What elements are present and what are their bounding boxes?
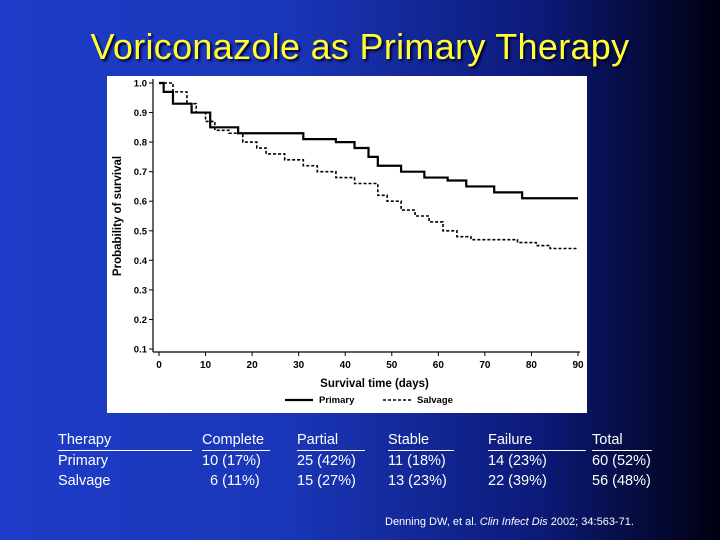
cell-complete-salvage: 6 (11%) <box>202 473 260 489</box>
survival-chart-svg: 1.0 0.9 0.8 0.7 0.6 0.5 0.4 0.3 0.2 0.1 0 10 20 30 40 5… <box>112 79 584 407</box>
x-tick-label: 0 <box>156 360 162 371</box>
y-tick-label: 0.5 <box>134 226 148 237</box>
col-stable: Stable 11 (18%) 13 (23%) <box>388 430 454 491</box>
y-tick-label: 0.6 <box>134 197 147 208</box>
x-tick-label: 50 <box>386 360 398 371</box>
col-partial: Partial 25 (42%) 15 (27%) <box>297 430 365 491</box>
cell-stable-salvage: 13 (23%) <box>388 473 447 489</box>
x-tick-label: 80 <box>526 360 538 371</box>
y-tick-label: 0.2 <box>134 315 147 326</box>
col-header-stable: Stable <box>388 430 454 451</box>
x-tick-label: 10 <box>200 360 212 371</box>
legend-label-primary: Primary <box>319 395 355 406</box>
row-label-primary: Primary <box>58 453 108 469</box>
y-tick-label: 0.3 <box>134 285 147 296</box>
col-complete: Complete 10 (17%) 6 (11%) <box>202 430 271 491</box>
cell-failure-salvage: 22 (39%) <box>488 473 547 489</box>
col-header-total: Total <box>592 430 652 451</box>
cell-stable-primary: 11 (18%) <box>388 453 446 469</box>
series-line-primary <box>159 81 578 200</box>
legend-label-salvage: Salvage <box>417 395 453 406</box>
cell-total-primary: 60 (52%) <box>592 453 651 469</box>
col-header-partial: Partial <box>297 430 365 451</box>
citation-journal: Clin Infect Dis <box>479 516 548 528</box>
y-tick-label: 0.4 <box>134 256 148 267</box>
y-tick-label: 0.7 <box>134 167 147 178</box>
x-tick-label: 60 <box>433 360 445 371</box>
y-tick-label: 0.1 <box>134 345 148 356</box>
cell-partial-primary: 25 (42%) <box>297 453 356 469</box>
x-tick-label: 20 <box>247 360 259 371</box>
y-tick-label: 1.0 <box>134 79 147 90</box>
col-header-failure: Failure <box>488 430 586 451</box>
row-label-salvage: Salvage <box>58 473 111 489</box>
cell-failure-primary: 14 (23%) <box>488 453 547 469</box>
citation: Denning DW, et al. Clin Infect Dis 2002;… <box>385 516 634 528</box>
x-tick-label: 70 <box>479 360 491 371</box>
cell-total-salvage: 56 (48%) <box>592 473 651 489</box>
col-therapy: Therapy Primary Salvage <box>58 430 192 491</box>
x-axis-label: Survival time (days) <box>320 378 429 390</box>
survival-chart: 1.0 0.9 0.8 0.7 0.6 0.5 0.4 0.3 0.2 0.1 0 10 20 30 40 5… <box>107 76 587 413</box>
x-tick-label: 90 <box>572 360 584 371</box>
citation-ref: 2002; 34:563-71. <box>550 516 634 528</box>
y-tick-label: 0.8 <box>134 138 147 149</box>
col-header-therapy: Therapy <box>58 430 192 451</box>
cell-partial-salvage: 15 (27%) <box>297 473 356 489</box>
col-total: Total 60 (52%) 56 (48%) <box>592 430 652 491</box>
col-header-complete: Complete <box>202 430 271 451</box>
outcome-table: Therapy Primary Salvage Complete 10 (17%… <box>0 430 720 500</box>
series-line-salvage <box>159 82 578 250</box>
x-tick-label: 30 <box>293 360 305 371</box>
x-tick-label: 40 <box>340 360 352 371</box>
y-tick-label: 0.9 <box>134 108 147 119</box>
col-failure: Failure 14 (23%) 22 (39%) <box>488 430 586 491</box>
y-axis-label: Probability of survival <box>112 156 124 276</box>
citation-authors: Denning DW, et al. <box>385 516 477 528</box>
slide-title: Voriconazole as Primary Therapy <box>90 26 630 67</box>
cell-complete-primary: 10 (17%) <box>202 453 261 469</box>
